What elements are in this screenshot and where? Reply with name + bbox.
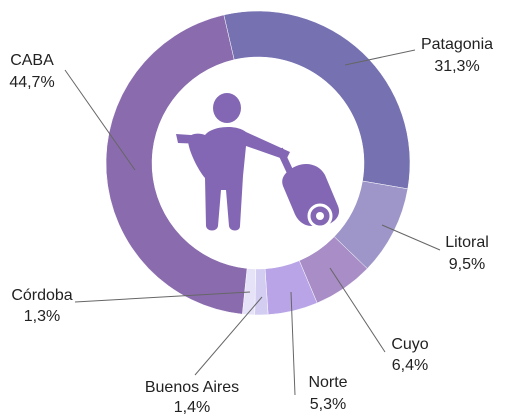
leader-line <box>194 296 263 376</box>
category-label: Norte <box>308 374 347 391</box>
category-label: Córdoba <box>11 287 72 304</box>
value-label: 44,7% <box>9 74 54 91</box>
value-label: 1,4% <box>174 399 210 416</box>
value-label: 6,4% <box>392 357 428 374</box>
leader-line <box>74 291 251 303</box>
category-label: Cuyo <box>391 336 428 353</box>
value-label: 5,3% <box>310 396 346 413</box>
value-label: 31,3% <box>434 58 479 75</box>
category-label: Patagonia <box>421 36 493 53</box>
category-label: CABA <box>10 52 54 69</box>
leader-line <box>329 267 386 353</box>
donut <box>105 10 411 316</box>
category-label: Buenos Aires <box>145 379 239 396</box>
labels: Patagonia 31,3% Litoral 9,5% Cuyo 6,4% Norte 5,… <box>9 36 493 416</box>
value-label: 1,3% <box>24 308 60 325</box>
leader-line <box>381 224 441 251</box>
value-label: 9,5% <box>449 256 485 273</box>
leader-line <box>290 291 296 396</box>
category-label: Litoral <box>445 234 489 251</box>
leader-line <box>64 69 136 171</box>
traveler-icon <box>176 93 340 231</box>
donut-hole <box>152 57 364 269</box>
leader-line <box>344 49 416 66</box>
